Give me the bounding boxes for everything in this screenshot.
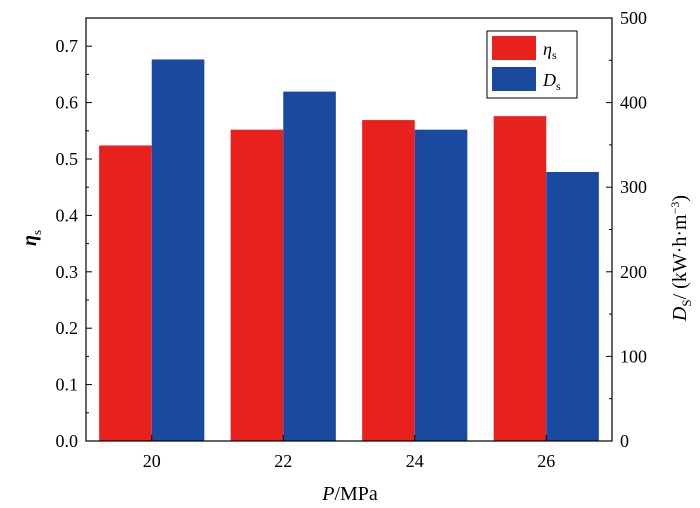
- left-y-axis-title-sub: s: [29, 230, 44, 235]
- right-y-tick-label: 400: [620, 93, 647, 113]
- legend-label-d: Ds: [542, 70, 561, 93]
- left-y-tick-label: 0.2: [56, 318, 79, 338]
- ticks-layer: 0.0 0.1 0.2 0.3 0.4 0.5 0.6 0.7 0 100 200 300 400 500…: [56, 8, 648, 471]
- left-y-axis-title: ηs: [19, 230, 44, 246]
- x-axis-title-main: P: [321, 483, 334, 505]
- right-y-tick-label: 200: [620, 262, 647, 282]
- bar-d-20: [151, 59, 205, 441]
- left-y-tick-label: 0.6: [56, 93, 79, 113]
- right-y-tick-label: 100: [620, 346, 647, 366]
- left-y-tick-label: 0.0: [56, 431, 79, 451]
- legend-swatch-eta: [492, 36, 536, 60]
- legend: ηs Ds: [486, 30, 578, 99]
- legend-label-eta-main: η: [543, 39, 552, 59]
- left-y-axis-title-main: η: [19, 235, 41, 246]
- left-y-tick-label: 0.4: [56, 205, 79, 225]
- x-tick-label: 22: [274, 451, 292, 471]
- x-tick-label: 24: [406, 451, 424, 471]
- bar-eta-24: [362, 120, 415, 442]
- right-y-tick-label: 0: [620, 431, 629, 451]
- x-tick-label: 20: [143, 451, 161, 471]
- bars-layer: [99, 59, 599, 442]
- right-y-axis-title-close: ): [669, 195, 691, 202]
- bar-eta-22: [230, 129, 284, 441]
- left-y-tick-label: 0.1: [56, 375, 79, 395]
- right-y-axis-title: DS/ (kW·h·m−3): [668, 195, 694, 322]
- x-tick-label: 26: [537, 451, 555, 471]
- bar-d-26: [546, 171, 599, 442]
- right-y-axis-title-main: D: [669, 306, 691, 322]
- left-y-tick-label: 0.7: [56, 36, 79, 56]
- bar-eta-20: [99, 145, 152, 442]
- legend-label-d-sub: s: [556, 79, 561, 93]
- left-y-tick-label: 0.3: [56, 262, 79, 282]
- right-y-tick-label: 500: [620, 8, 647, 28]
- x-axis-title-unit: /MPa: [334, 483, 377, 505]
- left-y-tick-label: 0.5: [56, 149, 79, 169]
- legend-label-d-main: D: [542, 70, 556, 90]
- right-y-tick-label: 300: [620, 177, 647, 197]
- x-axis-title: P/MPa: [321, 483, 378, 505]
- right-y-axis-title-unit: / (kW·h·m: [669, 214, 691, 299]
- legend-label-eta-sub: s: [552, 48, 557, 62]
- right-y-axis-title-sup: −3: [668, 202, 682, 215]
- bar-d-24: [414, 129, 468, 441]
- legend-swatch-d: [492, 67, 536, 91]
- legend-label-eta: ηs: [543, 39, 557, 62]
- bar-eta-26: [493, 116, 547, 442]
- right-y-axis-title-sub: S: [679, 299, 694, 306]
- bar-d-22: [283, 91, 336, 442]
